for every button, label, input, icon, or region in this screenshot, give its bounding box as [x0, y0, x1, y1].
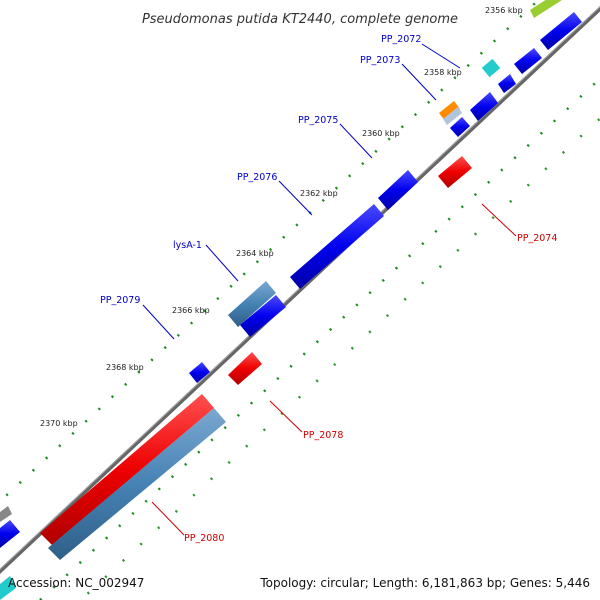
tick-label-2362: 2362 kbp — [300, 189, 338, 198]
feature-steelblue[interactable] — [228, 281, 276, 327]
gene-labels-lower: PP_2074 PP_2078 PP_2080 — [151, 203, 557, 544]
gene-label-pp-2076[interactable]: PP_2076 — [237, 172, 277, 183]
feature-reverse-cds-pp-2080[interactable] — [40, 394, 214, 545]
gene-label-lysa-1[interactable]: lysA-1 — [173, 240, 202, 251]
tick-ring-innermost — [78, 116, 600, 600]
tick-ring-inner — [39, 76, 600, 600]
tick-label-2368: 2368 kbp — [106, 363, 144, 372]
map-title: Pseudomonas putida KT2440, complete geno… — [142, 12, 458, 27]
gene-label-pp-2075[interactable]: PP_2075 — [298, 115, 338, 126]
feature-forward-cds-pp-2075[interactable] — [450, 117, 470, 137]
tick-label-2366: 2366 kbp — [172, 306, 210, 315]
feature-forward-cds-lysa-1[interactable] — [290, 204, 384, 289]
gene-label-pp-2079[interactable]: PP_2079 — [100, 295, 140, 306]
gene-labels-upper: PP_2072 PP_2073 PP_2075 PP_2076 lysA-1 P… — [100, 34, 461, 340]
gene-label-pp-2074[interactable]: PP_2074 — [517, 233, 557, 244]
feature-forward-cds-pp-2076[interactable] — [378, 170, 418, 210]
feature-cyan-edge[interactable] — [0, 576, 16, 600]
kbp-tick-labels: 2356 kbp 2358 kbp 2360 kbp 2362 kbp 2364… — [40, 6, 523, 428]
accession-text: Accession: NC_002947 — [8, 576, 145, 590]
feature-grey-edge[interactable] — [0, 506, 12, 522]
feature-green[interactable] — [530, 0, 562, 18]
tick-label-2358: 2358 kbp — [424, 68, 462, 77]
gene-label-pp-2078[interactable]: PP_2078 — [303, 430, 343, 441]
feature-reverse-cds-pp-2078[interactable] — [228, 352, 262, 385]
genome-summary-text: Topology: circular; Length: 6,181,863 bp… — [260, 576, 590, 590]
feature-forward-cds[interactable] — [540, 12, 582, 50]
gene-label-pp-2080[interactable]: PP_2080 — [184, 533, 224, 544]
tick-label-2370: 2370 kbp — [40, 419, 78, 428]
feature-forward-cds-pp-2079[interactable] — [240, 295, 286, 337]
feature-forward-cds[interactable] — [514, 48, 542, 74]
feature-forward-cds-edge[interactable] — [0, 520, 20, 548]
feature-cyan-pp-2072[interactable] — [481, 58, 501, 78]
tick-label-2356: 2356 kbp — [485, 6, 523, 15]
forward-strand-features — [0, 0, 582, 548]
feature-forward-cds[interactable] — [498, 74, 516, 93]
feature-steelblue-lower[interactable] — [48, 408, 226, 560]
feature-forward-cds[interactable] — [470, 92, 498, 121]
feature-orange-pp-2073[interactable] — [439, 101, 460, 121]
tick-ring-outer — [0, 0, 541, 504]
tick-label-2360: 2360 kbp — [362, 129, 400, 138]
gene-label-pp-2072[interactable]: PP_2072 — [381, 34, 421, 45]
reverse-strand-features — [0, 156, 472, 600]
feature-reverse-cds-pp-2074[interactable] — [438, 156, 472, 188]
feature-forward-cds[interactable] — [189, 362, 210, 383]
gene-label-pp-2073[interactable]: PP_2073 — [360, 55, 400, 66]
tick-label-2364: 2364 kbp — [236, 249, 274, 258]
